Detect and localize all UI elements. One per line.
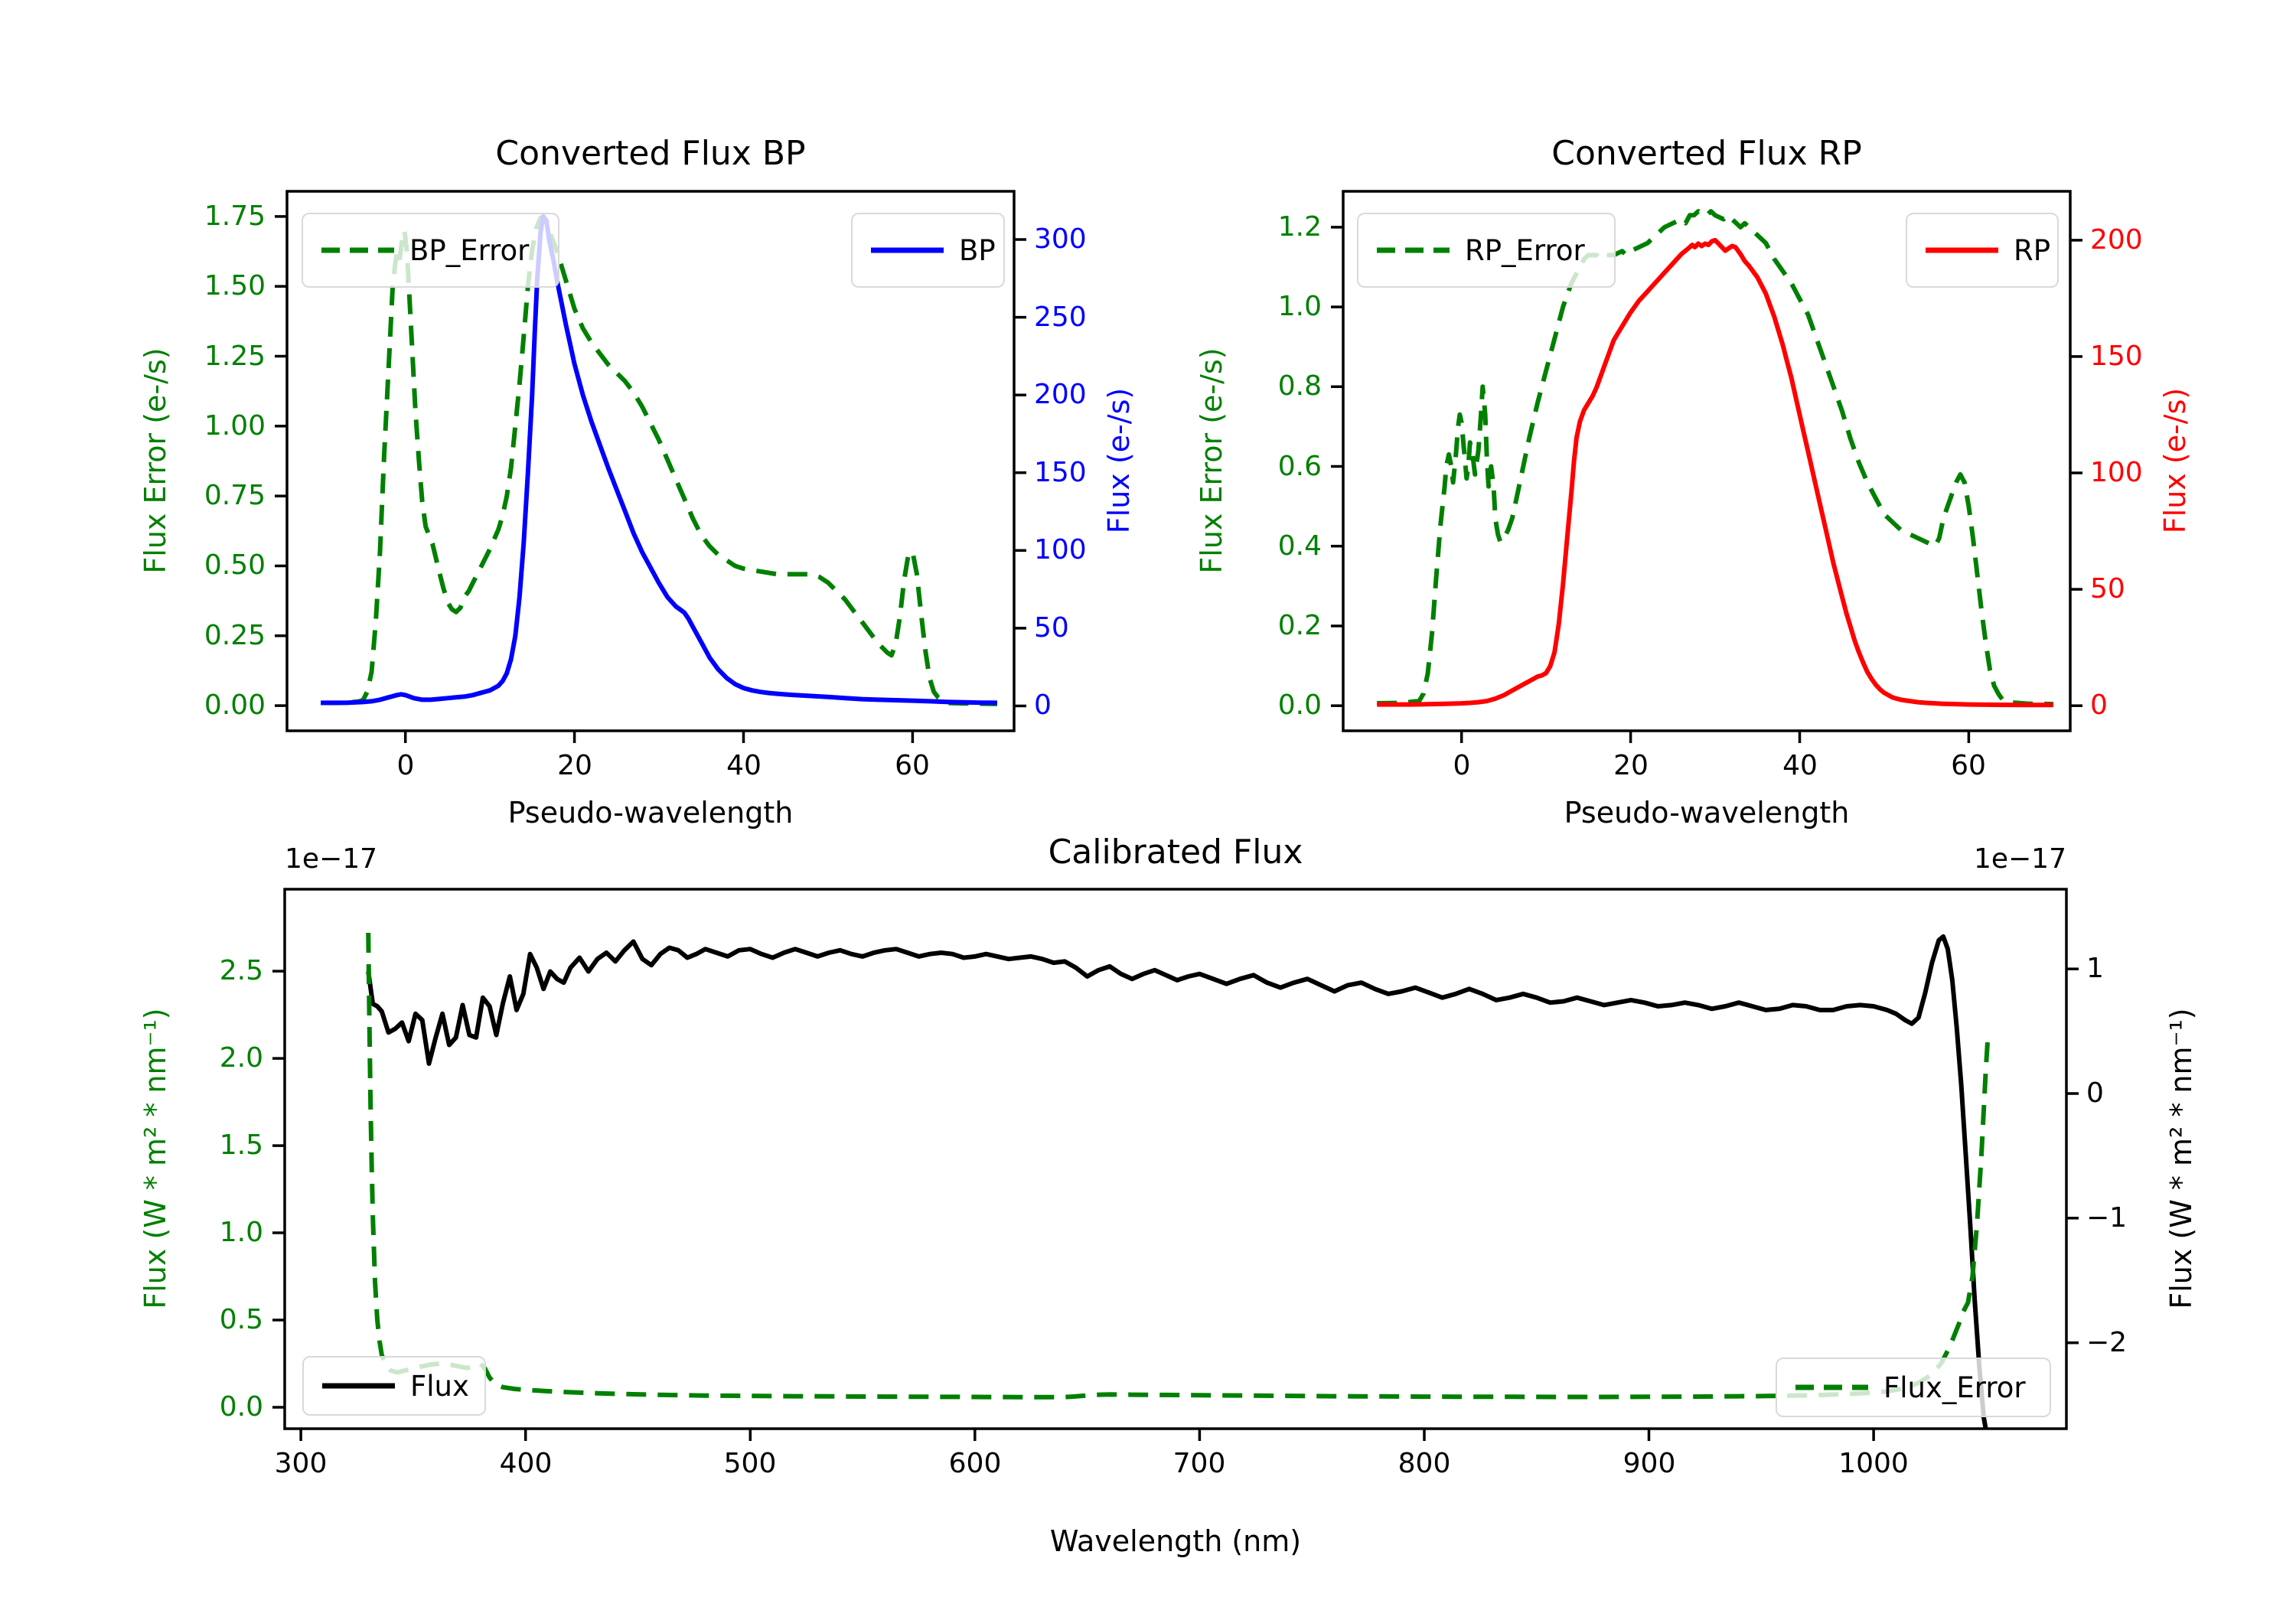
xlabel-cal: Wavelength (nm)	[1049, 1524, 1302, 1558]
ylabel-cal-right: Flux (W * m² * nm⁻¹)	[2164, 1008, 2198, 1309]
legend-bp: BP	[851, 213, 1005, 288]
x-tick-label: 400	[499, 1448, 553, 1479]
legend-label: RP_Error	[1465, 233, 1585, 267]
title-rp: Converted Flux RP	[1551, 134, 1862, 173]
x-tick-label: 500	[723, 1448, 777, 1479]
y-tick-label-right: 150	[1034, 457, 1087, 488]
axes-bp	[275, 190, 1026, 743]
y-tick-label-left: 0.5	[219, 1304, 263, 1335]
y-tick-label-right: 300	[1034, 223, 1087, 255]
y-tick-label-right: 0	[1034, 689, 1052, 721]
x-tick-label: 20	[557, 750, 592, 781]
x-tick-label: 40	[1782, 750, 1818, 781]
x-tick-label: 700	[1172, 1448, 1226, 1479]
axes-frame	[285, 190, 1016, 732]
y-tick-label-left: 1.5	[219, 1129, 263, 1161]
x-tick-label: 800	[1397, 1448, 1451, 1479]
legend-label: Flux	[410, 1369, 469, 1403]
y-tick-label-left: 0.6	[1277, 451, 1322, 482]
x-tick-label: 60	[895, 750, 930, 781]
y-tick-label-right: −1	[2086, 1202, 2128, 1234]
y-tick-label-right: 200	[2090, 224, 2143, 256]
xlabel-bp: Pseudo-wavelength	[507, 796, 794, 830]
x-tick-label: 20	[1613, 750, 1649, 781]
legend-rp: Flux RP	[1906, 213, 2059, 288]
x-tick-label: 600	[948, 1448, 1002, 1479]
y-tick-label-right: 0	[2090, 689, 2108, 721]
curve-RP	[1377, 237, 2053, 708]
y-tick-label-left: 1.25	[204, 341, 266, 372]
y-tick-label-right: 200	[1034, 379, 1087, 410]
y-tick-label-right: 0	[2086, 1077, 2104, 1109]
y-tick-label-left: 2.5	[219, 955, 263, 986]
title-bp: Converted Flux BP	[495, 134, 806, 173]
y-tick-label-left: 0.75	[204, 480, 266, 511]
y-tick-label-left: 2.0	[219, 1042, 263, 1074]
legend-flux-error: Flux_Error	[1776, 1358, 2051, 1417]
legend-rp-error: RP_Error	[1357, 213, 1616, 288]
y-tick-label-right: 50	[2090, 573, 2125, 605]
axes-frame	[283, 888, 2068, 1430]
y-tick-label-left: 1.0	[219, 1217, 263, 1248]
y-tick-label-left: 0.0	[219, 1391, 263, 1423]
curve-Flux	[366, 934, 1988, 1429]
y-tick-label-right: 50	[1034, 612, 1069, 644]
legend-sample-dashed-green	[1795, 1384, 1868, 1390]
y-tick-label-right: 100	[2090, 457, 2143, 488]
legend-label: Flux_Error	[1883, 1371, 2026, 1404]
y-tick-label-left: 0.00	[204, 689, 266, 721]
x-tick-label: 0	[396, 750, 415, 781]
y-tick-label-left: 0.25	[204, 620, 266, 651]
x-tick-label: 60	[1951, 750, 1986, 781]
ylabel-bp-left: Flux Error (e-/s)	[139, 347, 172, 574]
legend-bp-error: BP_Error	[302, 213, 559, 288]
legend-sample-dashed-green	[321, 247, 394, 253]
y-tick-label-left: 0.50	[204, 549, 266, 581]
legend-flux: Flux	[302, 1356, 486, 1416]
y-tick-label-right: −2	[2086, 1327, 2128, 1358]
legend-sample-solid-black	[322, 1383, 395, 1389]
legend-sample-solid-blue	[871, 247, 944, 253]
curve-BP	[321, 214, 997, 706]
offset-text-right: 1e−17	[1973, 843, 2066, 875]
x-tick-label: 1000	[1838, 1448, 1909, 1479]
y-tick-label-left: 0.8	[1277, 370, 1322, 402]
y-tick-label-right: 150	[2090, 341, 2143, 372]
axes-frame	[1342, 190, 2072, 732]
legend-sample-dashed-green	[1377, 247, 1450, 253]
y-tick-label-left: 1.0	[1277, 291, 1322, 322]
x-tick-label: 40	[726, 750, 762, 781]
x-tick-label: 300	[274, 1448, 328, 1479]
y-tick-label-left: 0.0	[1277, 689, 1322, 721]
y-tick-label-left: 1.50	[204, 270, 266, 302]
legend-label: BP_Error	[409, 233, 530, 267]
y-tick-label-left: 1.2	[1277, 211, 1322, 243]
axes-rp	[1331, 190, 2082, 743]
curve-RP_Error	[1377, 209, 2053, 707]
curve-BP_Error	[321, 215, 997, 706]
offset-text-left: 1e−17	[285, 843, 378, 875]
legend-label: BP	[959, 233, 996, 267]
x-tick-label: 900	[1623, 1448, 1676, 1479]
y-tick-label-left: 0.4	[1277, 530, 1322, 562]
y-tick-label-right: 250	[1034, 302, 1087, 333]
title-cal: Calibrated Flux	[1048, 833, 1303, 872]
xlabel-rp: Pseudo-wavelength	[1564, 796, 1850, 830]
y-tick-label-left: 0.2	[1277, 610, 1322, 641]
y-tick-label-right: 100	[1034, 534, 1087, 566]
y-tick-label-right: 1	[2086, 953, 2104, 984]
axes-cal	[272, 888, 2079, 1441]
y-tick-label-left: 1.00	[204, 410, 266, 442]
y-tick-label-left: 1.75	[204, 200, 266, 232]
legend-sample-solid-red	[1926, 247, 1998, 253]
x-tick-label: 0	[1453, 750, 1471, 781]
legend-label: RP	[2014, 233, 2051, 267]
